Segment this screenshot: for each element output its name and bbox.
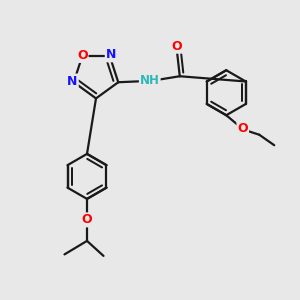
Text: O: O bbox=[171, 40, 182, 53]
Text: O: O bbox=[82, 213, 92, 226]
Text: NH: NH bbox=[140, 74, 160, 87]
Text: N: N bbox=[106, 48, 116, 62]
Text: O: O bbox=[77, 49, 88, 62]
Text: N: N bbox=[68, 74, 78, 88]
Text: O: O bbox=[237, 122, 248, 135]
